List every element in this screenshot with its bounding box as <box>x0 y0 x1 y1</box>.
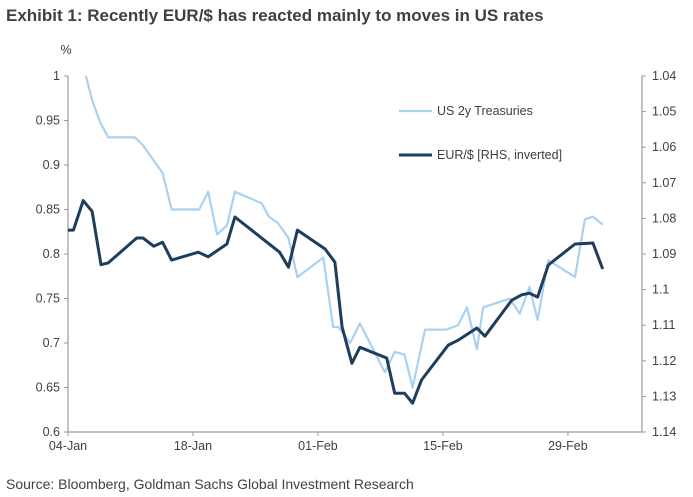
legend-label: EUR/$ [RHS, inverted] <box>437 148 562 162</box>
left-tick-label: 0.7 <box>43 336 60 350</box>
right-tick-label: 1.05 <box>652 105 676 119</box>
chart-title: Exhibit 1: Recently EUR/$ has reacted ma… <box>6 6 544 25</box>
source-note: Source: Bloomberg, Goldman Sachs Global … <box>6 476 414 492</box>
series-line-eurusd <box>68 199 605 405</box>
x-tick-label: 01-Feb <box>298 439 338 453</box>
right-tick-label: 1.1 <box>652 283 669 297</box>
x-tick-label: 18-Jan <box>174 439 212 453</box>
x-tick-label: 29-Feb <box>548 439 588 453</box>
right-tick-label: 1.11 <box>652 318 675 332</box>
left-tick-label: 1 <box>53 69 60 83</box>
right-tick-label: 1.09 <box>652 247 676 261</box>
right-tick-label: 1.06 <box>652 140 676 154</box>
x-tick-label: 04-Jan <box>49 439 87 453</box>
y-axis-unit-label: % <box>60 43 71 57</box>
left-tick-label: 0.9 <box>43 158 60 172</box>
left-tick-label: 0.65 <box>36 381 60 395</box>
legend-label: US 2y Treasuries <box>437 104 533 118</box>
right-tick-label: 1.14 <box>652 425 676 439</box>
left-tick-label: 0.85 <box>36 203 60 217</box>
right-tick-label: 1.13 <box>652 389 676 403</box>
x-tick-label: 15-Feb <box>423 439 463 453</box>
right-tick-label: 1.08 <box>652 211 676 225</box>
left-tick-label: 0.6 <box>43 425 60 439</box>
left-tick-label: 0.8 <box>43 247 60 261</box>
right-tick-label: 1.12 <box>652 354 676 368</box>
left-tick-label: 0.75 <box>36 292 60 306</box>
right-tick-label: 1.07 <box>652 176 676 190</box>
right-tick-label: 1.04 <box>652 69 676 83</box>
left-tick-label: 0.95 <box>36 114 60 128</box>
